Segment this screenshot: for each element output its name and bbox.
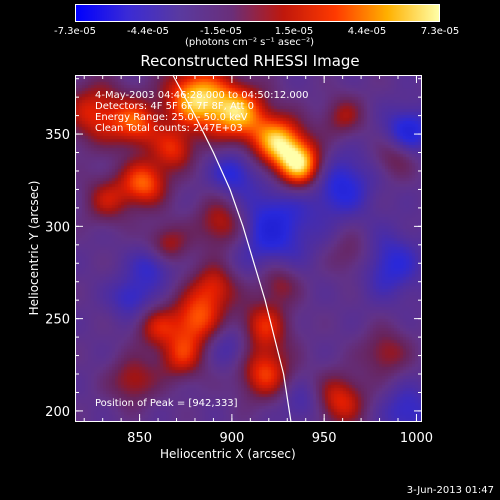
x-axis-label: Heliocentric X (arcsec) [160,447,296,461]
chart-title: Reconstructed RHESSI Image [140,52,360,70]
solar-limb-line [172,74,292,423]
x-tick-label: 900 [219,431,244,446]
y-tick-label: 350 [45,128,70,143]
x-tick-label: 1000 [400,431,433,446]
plot-overlay [172,74,292,423]
colorbar [75,4,440,22]
colorbar-units: (photons cm⁻² s⁻¹ asec⁻²) [185,37,315,48]
peak-position-label: Position of Peak = [942,333] [95,398,238,409]
colorbar-tick-label: -1.5e-05 [200,26,242,37]
annotation-energy: Energy Range: 25.0 - 50.0 keV [95,112,248,123]
colorbar-tick-label: 7.3e-05 [420,26,460,37]
y-tick-label: 200 [45,405,70,420]
annotation-time-range: 4-May-2003 04:46:28.000 to 04:50:12.000 [95,90,309,101]
colorbar-tick-label: 4.4e-05 [347,26,387,37]
x-tick-label: 950 [312,431,337,446]
x-tick-label: 850 [127,431,152,446]
footer-date: 3-Jun-2013 01:47 [406,485,494,496]
colorbar-tick-label: -4.4e-05 [127,26,169,37]
plot-area [75,75,422,422]
y-tick-label: 250 [45,313,70,328]
colorbar-tick-label: -7.3e-05 [54,26,96,37]
annotation-detectors: Detectors: 4F 5F 6F 7F 8F, Att 0 [95,101,255,112]
y-tick-label: 300 [45,220,70,235]
colorbar-tick-label: 1.5e-05 [274,26,314,37]
annotation-counts: Clean Total counts: 2.47E+03 [95,123,243,134]
y-axis-label: Heliocentric Y (arcsec) [27,180,41,316]
heatmap-image [76,76,421,421]
